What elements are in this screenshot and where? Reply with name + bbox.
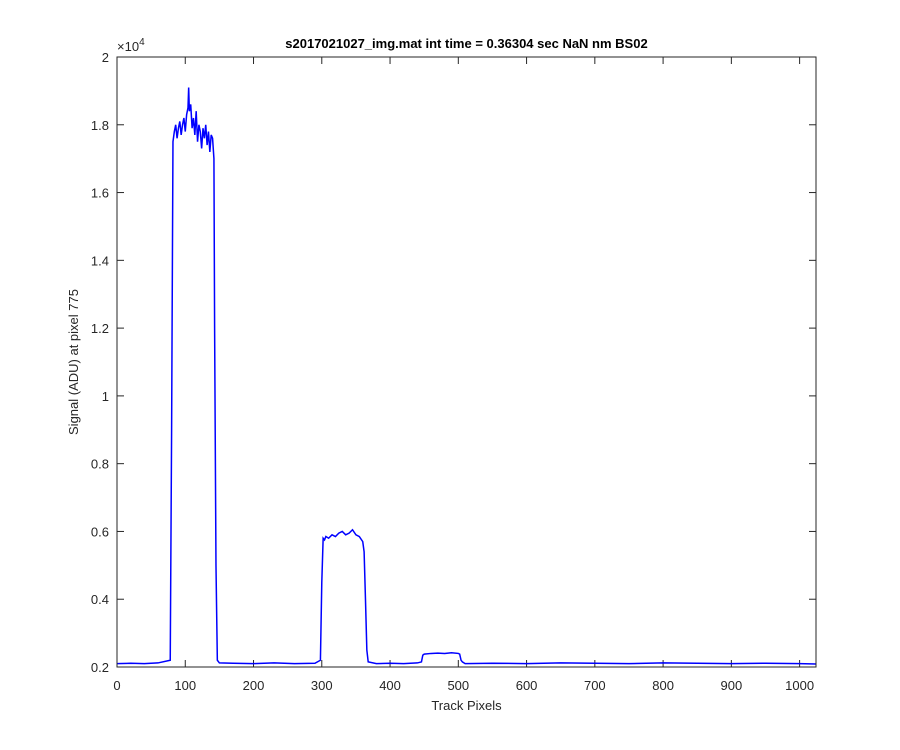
x-tick-label-0: 0 — [113, 678, 120, 693]
x-tick-label-700: 700 — [584, 678, 606, 693]
x-tick-label-800: 800 — [652, 678, 674, 693]
x-tick-label-400: 400 — [379, 678, 401, 693]
plot-area — [117, 57, 816, 667]
series-line — [116, 87, 817, 665]
x-tick-label-200: 200 — [243, 678, 265, 693]
chart-title: s2017021027_img.mat int time = 0.36304 s… — [285, 36, 647, 51]
y-tick-label-2000: 0.2 — [91, 660, 109, 675]
x-tick-label-900: 900 — [721, 678, 743, 693]
y-tick-label-8000: 0.8 — [91, 457, 109, 472]
plot-frame — [116, 56, 817, 668]
tick-labels: 0 100 200 300 400 500 600 700 800 900 1000 0.2 0.4 0.… — [91, 50, 814, 693]
y-tick-label-4000: 0.4 — [91, 592, 109, 607]
x-tick-label-500: 500 — [447, 678, 469, 693]
y-axis-multiplier: ×104 — [117, 37, 145, 54]
y-tick-label-6000: 0.6 — [91, 524, 109, 539]
y-tick-label-16000: 1.6 — [91, 186, 109, 201]
x-tick-label-100: 100 — [174, 678, 196, 693]
x-tick-label-300: 300 — [311, 678, 333, 693]
y-tick-label-12000: 1.2 — [91, 321, 109, 336]
y-tick-label-14000: 1.4 — [91, 253, 109, 268]
y-tick-label-10000: 1 — [102, 389, 109, 404]
y-axis-label: Signal (ADU) at pixel 775 — [66, 289, 81, 435]
x-tick-label-600: 600 — [516, 678, 538, 693]
x-axis-label: Track Pixels — [431, 698, 502, 713]
y-tick-label-20000: 2 — [102, 50, 109, 65]
y-tick-label-18000: 1.8 — [91, 118, 109, 133]
x-tick-label-1000: 1000 — [785, 678, 814, 693]
